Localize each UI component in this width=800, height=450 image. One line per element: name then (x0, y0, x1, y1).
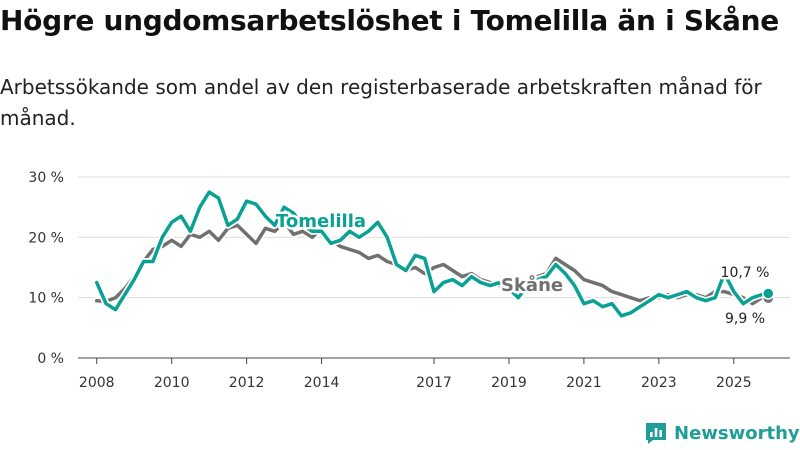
end-label-tomelilla: 10,7 % (721, 265, 770, 281)
x-tick-label: 2023 (641, 375, 677, 391)
y-axis-tick-labels: 0 % 10 % 20 % 30 % (28, 170, 64, 367)
x-tick-label: 2012 (229, 375, 265, 391)
y-tick-label: 0 % (37, 351, 64, 367)
brand-logo: Newsworthy (644, 420, 800, 446)
label-skane: Skåne (501, 274, 563, 296)
x-tick-label: 2017 (416, 375, 452, 391)
brand-name: Newsworthy (674, 422, 800, 444)
x-tick-label: 2010 (154, 375, 190, 391)
x-axis: 2008 2010 2012 2014 2017 2019 2021 2023 2025 (78, 357, 790, 391)
x-tick-label: 2019 (491, 375, 527, 391)
x-tick-label: 2014 (304, 375, 340, 391)
y-tick-label: 20 % (28, 230, 64, 246)
label-skane-halo: Skåne (501, 274, 563, 296)
end-label-tomelilla-halo: 10,7 % (721, 265, 770, 281)
chart-title: Högre ungdomsarbetslöshet i Tomelilla än… (0, 4, 779, 37)
x-tick-label: 2021 (566, 375, 602, 391)
series-line-tomelilla (94, 190, 771, 318)
label-tomelilla-halo: Tomelilla (276, 211, 366, 232)
end-label-skane-halo: 9,9 % (725, 311, 765, 327)
y-tick-label: 30 % (28, 170, 64, 186)
chart-subtitle: Arbetssökande som andel av den registerb… (0, 75, 762, 130)
bar-chart-icon (646, 423, 666, 444)
end-point-tomelilla (762, 287, 775, 300)
y-tick-label: 10 % (28, 291, 64, 307)
label-tomelilla: Tomelilla (276, 211, 366, 232)
end-label-skane: 9,9 % (725, 311, 765, 327)
x-tick-label: 2008 (79, 375, 115, 391)
series-lines (93, 188, 775, 320)
x-tick-label: 2025 (716, 375, 752, 391)
